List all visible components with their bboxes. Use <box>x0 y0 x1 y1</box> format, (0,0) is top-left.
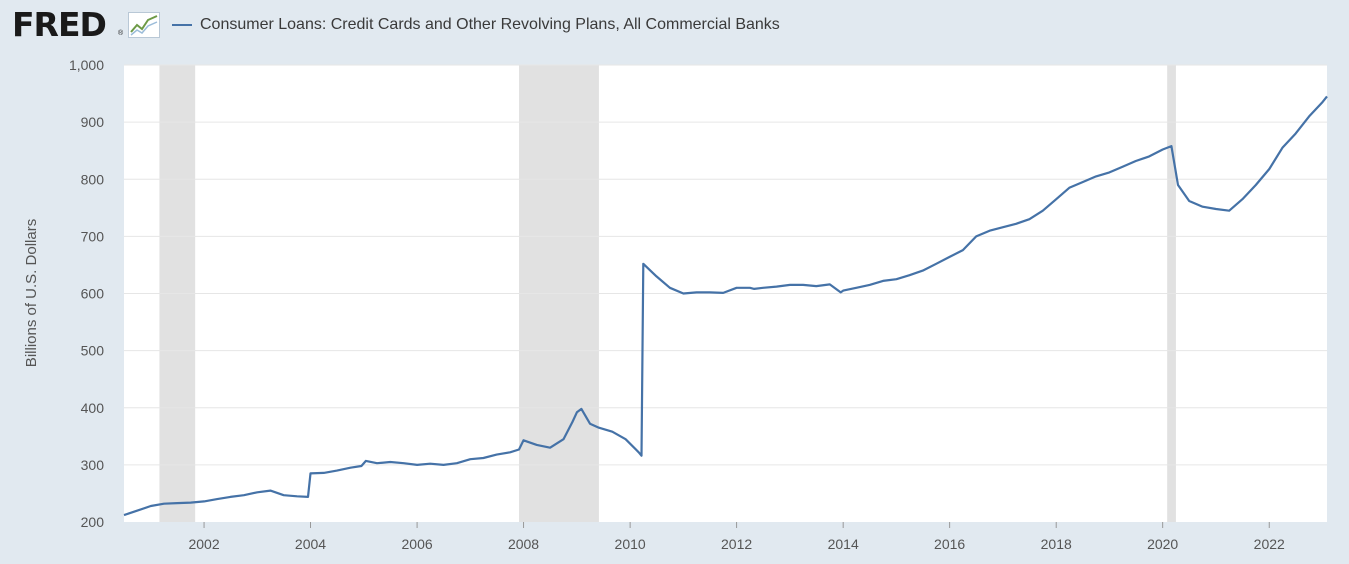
y-tick-label: 1,000 <box>69 57 104 73</box>
legend-swatch <box>172 24 192 26</box>
y-tick-label: 400 <box>81 400 105 416</box>
chart-line-icon <box>128 12 160 38</box>
x-tick-label: 2010 <box>615 536 646 552</box>
y-tick-label: 500 <box>81 343 105 359</box>
x-tick-label: 2022 <box>1254 536 1285 552</box>
gridlines <box>124 64 1327 466</box>
y-tick-label: 200 <box>81 514 105 530</box>
y-tick-label: 600 <box>81 286 105 302</box>
fred-logo[interactable]: FRED <box>12 5 107 44</box>
y-axis-label: Billions of U.S. Dollars <box>23 219 40 367</box>
y-tick-label: 800 <box>81 171 105 187</box>
x-tick-label: 2002 <box>188 536 219 552</box>
x-tick-label: 2014 <box>828 536 859 552</box>
y-tick-label: 700 <box>81 228 105 244</box>
y-tick-label: 900 <box>81 114 105 130</box>
x-tick-label: 2012 <box>721 536 752 552</box>
x-tick-label: 2008 <box>508 536 539 552</box>
x-tick-label: 2016 <box>934 536 965 552</box>
series-line[interactable] <box>123 95 1328 517</box>
y-tick-label: 300 <box>81 457 105 473</box>
x-axis-ticks: 2002 2004 2006 2008 2010 2012 2014 2016 2018 2020… <box>188 522 1285 552</box>
registered-mark: ® <box>118 30 124 37</box>
x-tick-label: 2006 <box>402 536 433 552</box>
legend-series-label[interactable]: Consumer Loans: Credit Cards and Other R… <box>200 16 780 33</box>
x-tick-label: 2004 <box>295 536 326 552</box>
y-axis-ticks: 200 300 400 500 600 700 800 900 1,000 <box>69 57 104 530</box>
chart-header: FRED ® Consumer Loans: Credit Cards and … <box>0 0 1349 56</box>
x-tick-label: 2020 <box>1147 536 1178 552</box>
x-tick-label: 2018 <box>1041 536 1072 552</box>
